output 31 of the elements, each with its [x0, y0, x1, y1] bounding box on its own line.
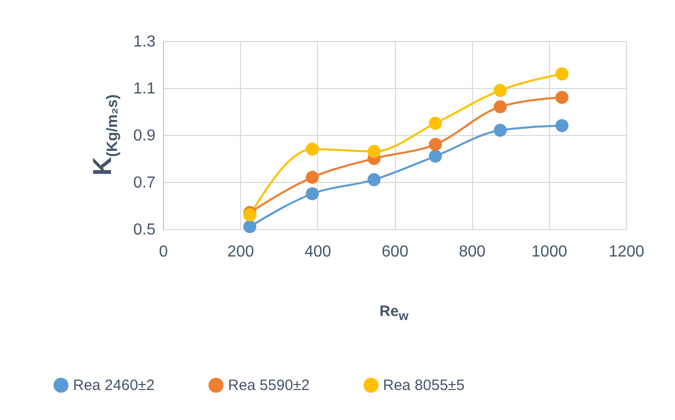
x-tick-label: 1200 [608, 244, 644, 260]
legend-label: Rea 5590±2 [228, 377, 310, 394]
point [428, 150, 442, 163]
point [428, 138, 442, 151]
point [555, 67, 568, 80]
y-tick-label: 0.9 [133, 128, 156, 144]
legend-label: Rea 2460±2 [73, 377, 155, 394]
point [428, 116, 442, 130]
point [368, 173, 381, 186]
y-tick-label: 1.1 [133, 80, 156, 98]
x-tick-label: 600 [382, 244, 408, 260]
point [243, 220, 256, 234]
point [555, 90, 568, 104]
point [306, 170, 319, 184]
x-tick-label: 400 [304, 244, 332, 260]
point [494, 100, 507, 114]
point [555, 119, 568, 132]
point [494, 84, 507, 97]
point [306, 142, 319, 156]
point [368, 144, 381, 158]
y-tick-label: 0.7 [133, 174, 156, 192]
point [306, 187, 319, 200]
x-tick-label: 800 [458, 244, 486, 260]
legend-label: Rea 8055±5 [383, 377, 465, 394]
x-tick-label: 200 [227, 244, 254, 260]
y-tick-label: 0.5 [133, 222, 156, 238]
x-tick-label: 0 [159, 244, 168, 260]
x-axis-title: Re$_{w}$ [380, 303, 408, 323]
point [494, 124, 507, 137]
y-tick-label: 1.3 [133, 34, 156, 50]
x-tick-label: 1000 [532, 244, 568, 260]
